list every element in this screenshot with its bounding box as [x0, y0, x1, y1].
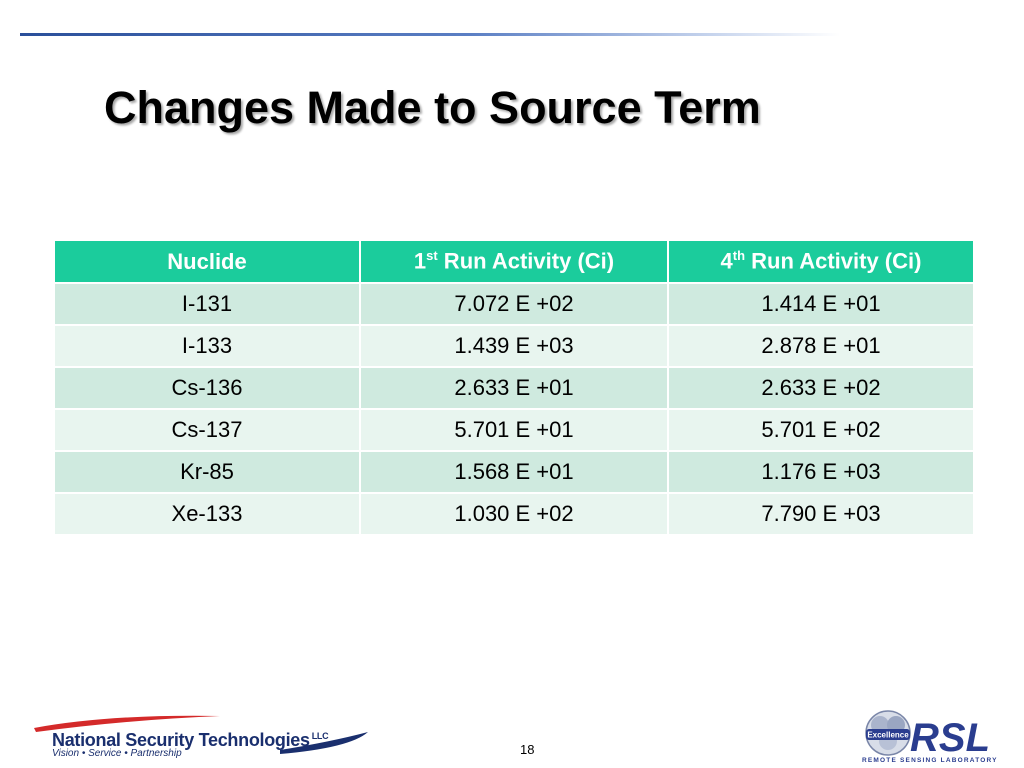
page-number: 18 — [520, 742, 535, 757]
cell-nuclide: Xe-133 — [53, 492, 361, 536]
header-nuclide: Nuclide — [53, 239, 361, 284]
cell-4th-run: 2.878 E +01 — [667, 324, 975, 368]
table-row: I-133 1.439 E +03 2.878 E +01 — [53, 324, 975, 368]
table-row: Kr-85 1.568 E +01 1.176 E +03 — [53, 450, 975, 494]
cell-nuclide: I-131 — [53, 282, 361, 326]
source-term-table: Nuclide 1st Run Activity (Ci) 4th Run Ac… — [53, 239, 975, 536]
header-1st-run-activity: 1st Run Activity (Ci) — [359, 239, 669, 284]
table-row: Cs-137 5.701 E +01 5.701 E +02 — [53, 408, 975, 452]
cell-nuclide: Cs-136 — [53, 366, 361, 410]
nstec-company-name: National Security Technologies LLC — [52, 730, 329, 750]
nstec-tagline: Vision • Service • Partnership — [52, 748, 182, 759]
table-row: I-131 7.072 E +02 1.414 E +01 — [53, 282, 975, 326]
top-rule — [20, 33, 840, 36]
cell-1st-run: 7.072 E +02 — [359, 282, 669, 326]
cell-1st-run: 5.701 E +01 — [359, 408, 669, 452]
slide-title: Changes Made to Source Term — [104, 82, 761, 133]
table-header-row: Nuclide 1st Run Activity (Ci) 4th Run Ac… — [53, 239, 975, 284]
cell-4th-run: 1.176 E +03 — [667, 450, 975, 494]
cell-nuclide: Cs-137 — [53, 408, 361, 452]
table-row: Xe-133 1.030 E +02 7.790 E +03 — [53, 492, 975, 536]
cell-4th-run: 2.633 E +02 — [667, 366, 975, 410]
rsl-badge-text: Excellence — [867, 731, 909, 740]
cell-1st-run: 2.633 E +01 — [359, 366, 669, 410]
cell-nuclide: Kr-85 — [53, 450, 361, 494]
nstec-logo: National Security Technologies LLC Vision… — [30, 712, 375, 762]
cell-4th-run: 1.414 E +01 — [667, 282, 975, 326]
cell-nuclide: I-133 — [53, 324, 361, 368]
table-row: Cs-136 2.633 E +01 2.633 E +02 — [53, 366, 975, 410]
rsl-subtitle: REMOTE SENSING LABORATORY — [862, 757, 998, 764]
header-4th-run-activity: 4th Run Activity (Ci) — [667, 239, 975, 284]
cell-1st-run: 1.439 E +03 — [359, 324, 669, 368]
rsl-letters: RSL — [910, 716, 990, 757]
cell-4th-run: 7.790 E +03 — [667, 492, 975, 536]
cell-1st-run: 1.030 E +02 — [359, 492, 669, 536]
cell-4th-run: 5.701 E +02 — [667, 408, 975, 452]
rsl-emblem-icon: Excellence RSL — [865, 710, 990, 760]
cell-1st-run: 1.568 E +01 — [359, 450, 669, 494]
nstec-swoosh-icon — [34, 715, 368, 754]
rsl-logo: Excellence RSL REMOTE SENSING LABORATORY — [858, 703, 997, 765]
